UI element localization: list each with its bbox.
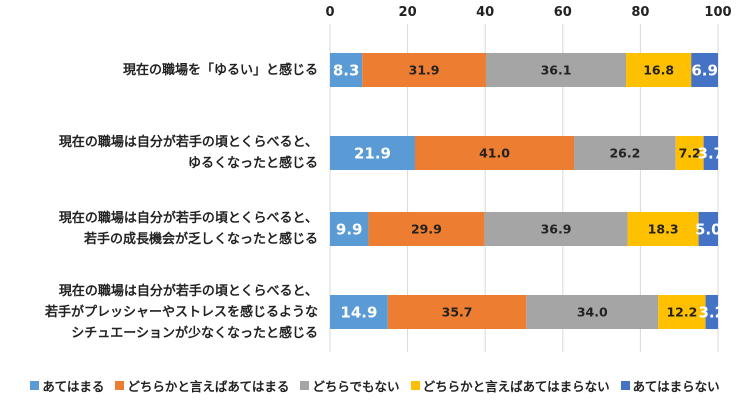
bar-segment <box>484 212 628 246</box>
data-label: 12.2 <box>666 305 697 320</box>
bar-segment <box>705 295 718 329</box>
bar-segment <box>574 136 676 170</box>
data-label: 16.8 <box>643 63 674 78</box>
bar-segment <box>414 136 575 170</box>
bar-segment <box>698 212 718 246</box>
x-tick-label: 20 <box>399 5 417 20</box>
legend-item: どちらかと言えばあてはまらない <box>410 376 610 395</box>
category-label: 現在の職場は自分が若手の頃とくらべると、若手の成長機会が乏しくなったと感じる <box>59 208 318 250</box>
category-label-line: 現在の職場は自分が若手の頃とくらべると、 <box>58 135 318 150</box>
data-label: 8.3 <box>333 61 360 79</box>
category-label: 現在の職場は自分が若手の頃とくらべると、ゆるくなったと感じる <box>59 132 318 174</box>
x-tick-label: 0 <box>325 5 334 20</box>
data-label: 31.9 <box>409 63 440 78</box>
data-label: 21.9 <box>354 144 391 162</box>
legend-label: どちらかと言えばあてはまらない <box>422 379 610 394</box>
legend-swatch <box>410 381 420 390</box>
legend-item: あてはまる <box>30 376 104 395</box>
data-label: 3.7 <box>698 144 725 162</box>
bar-segment <box>658 295 706 329</box>
legend: あてはまる どちらかと言えばあてはまる どちらでもない どちらかと言えばあてはまらない… <box>0 376 750 395</box>
data-label: 29.9 <box>411 222 442 237</box>
bar-segment <box>627 212 699 246</box>
data-label: 5.0 <box>695 220 722 238</box>
bar-segment <box>626 53 692 87</box>
x-tick-label: 100 <box>704 5 731 20</box>
bar-segment <box>485 53 627 87</box>
category-label-line: シチュエーションが少なくなったと感じる <box>71 325 318 341</box>
category-label: 現在の職場を「ゆるい」と感じる <box>123 60 318 81</box>
bar-segment <box>330 136 415 170</box>
data-label: 35.7 <box>442 305 473 320</box>
legend-label: あてはまる <box>42 379 105 394</box>
legend-label: あてはまらない <box>632 379 720 394</box>
legend-swatch <box>115 381 125 390</box>
bar-segment <box>703 136 718 170</box>
bar-segment <box>526 295 659 329</box>
category-label-line: 若手の成長機会が乏しくなったと感じる <box>83 232 318 247</box>
bar-segment <box>387 295 527 329</box>
legend-swatch <box>300 381 310 390</box>
legend-item: どちらかと言えばあてはまる <box>115 376 289 395</box>
data-label: 7.2 <box>679 146 701 161</box>
data-label: 18.3 <box>648 222 679 237</box>
category-label-line: ゆるくなったと感じる <box>187 156 318 171</box>
legend-label: どちらかと言えばあてはまる <box>127 379 290 394</box>
bar-segment <box>368 212 485 246</box>
bar-segment <box>691 53 718 87</box>
category-label-line: 若手がプレッシャーやストレスを感じるような <box>44 304 318 320</box>
legend-label: どちらでもない <box>312 379 400 394</box>
legend-swatch <box>620 381 630 390</box>
bar-segment <box>330 212 369 246</box>
category-label: 現在の職場は自分が若手の頃とくらべると、若手がプレッシャーやストレスを感じるよう… <box>45 281 318 344</box>
bar-segment <box>675 136 704 170</box>
data-label: 34.0 <box>577 305 608 320</box>
category-label-line: 現在の職場は自分が若手の頃とくらべると、 <box>58 283 318 299</box>
category-label-line: 現在の職場を「ゆるい」と感じる <box>122 62 318 78</box>
data-label: 36.9 <box>541 222 572 237</box>
data-label: 9.9 <box>336 220 363 238</box>
data-label: 26.2 <box>609 146 640 161</box>
legend-item: どちらでもない <box>300 376 400 395</box>
category-label-line: 現在の職場は自分が若手の頃とくらべると、 <box>58 211 318 226</box>
bar-segment <box>362 53 486 87</box>
data-label: 3.2 <box>699 303 726 321</box>
bar-segment <box>330 53 363 87</box>
data-label: 14.9 <box>340 303 377 321</box>
legend-swatch <box>30 381 40 390</box>
data-label: 41.0 <box>479 146 510 161</box>
data-label: 6.9 <box>691 61 718 79</box>
x-tick-label: 80 <box>631 5 649 20</box>
x-tick-label: 40 <box>476 5 494 20</box>
legend-item: あてはまらない <box>620 376 720 395</box>
x-tick-label: 60 <box>554 5 572 20</box>
data-label: 36.1 <box>541 63 572 78</box>
bar-segment <box>330 295 388 329</box>
